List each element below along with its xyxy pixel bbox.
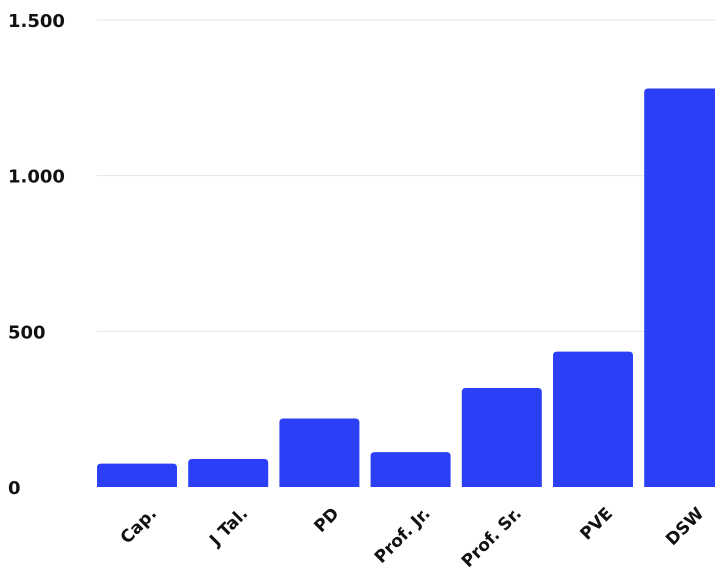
bar-prof-sr [461, 387, 542, 487]
y-tick-label: 500 [8, 322, 46, 343]
bar-prof-jr [370, 452, 451, 487]
bar-cap [97, 463, 177, 487]
x-tick-label: Prof. Sr. [458, 504, 526, 572]
bar-pve [553, 351, 633, 487]
y-tick-label: 1.500 [8, 11, 65, 32]
bars [97, 88, 715, 487]
y-axis-tick-labels: 0 500 1.000 1.500 [8, 11, 65, 499]
x-tick-label: Prof. Jr. [371, 504, 435, 568]
x-tick-label: PVE [577, 504, 617, 544]
bar-pd [279, 418, 360, 487]
x-tick-label: DSW [662, 504, 708, 550]
bar-dsw [644, 88, 715, 487]
x-tick-label: PD [310, 504, 343, 537]
x-axis-category-labels: Cap. J Tal. PD Prof. Jr. Prof. Sr. PVE DSW [117, 504, 709, 572]
x-tick-label: J Tal. [205, 504, 252, 551]
bar-j-tal [188, 458, 269, 487]
x-tick-label: Cap. [117, 504, 161, 548]
gridlines [97, 19, 715, 332]
y-tick-label: 0 [8, 478, 21, 499]
y-tick-label: 1.000 [8, 167, 65, 188]
